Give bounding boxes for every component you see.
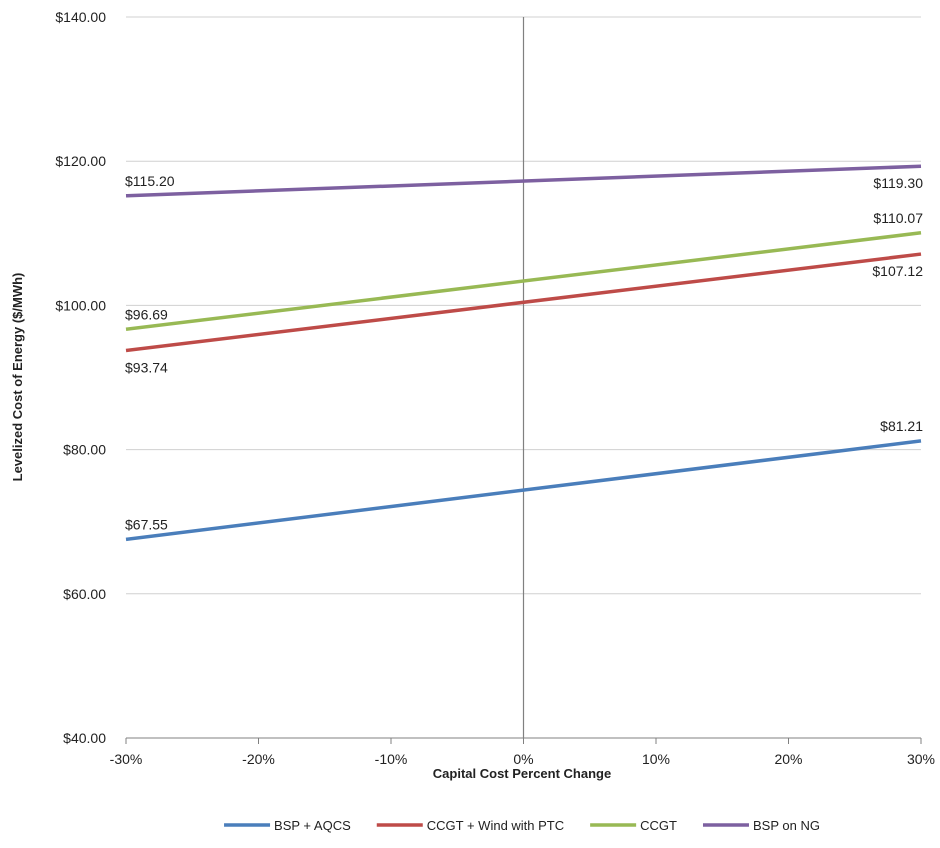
legend-item: CCGT <box>590 818 677 833</box>
legend-label: CCGT <box>640 818 677 833</box>
y-tick-label: $80.00 <box>63 442 106 458</box>
x-tick-label: 0% <box>513 751 533 767</box>
x-axis-ticks: -30% -20% -10% 0% 10% 20% 30% <box>110 738 935 767</box>
x-tick-label: -30% <box>110 751 143 767</box>
data-label: $96.69 <box>125 306 168 322</box>
y-tick-label: $100.00 <box>55 297 106 313</box>
x-tick-label: 20% <box>774 751 802 767</box>
x-axis-title: Capital Cost Percent Change <box>433 766 611 781</box>
data-label: $110.07 <box>873 210 923 226</box>
legend: BSP + AQCS CCGT + Wind with PTC CCGT BSP on… <box>224 818 820 833</box>
y-tick-label: $40.00 <box>63 730 106 746</box>
data-label: $115.20 <box>125 173 175 189</box>
legend-item: BSP + AQCS <box>224 818 351 833</box>
y-tick-label: $120.00 <box>55 153 106 169</box>
legend-label: BSP + AQCS <box>274 818 351 833</box>
series-line-2 <box>125 231 922 332</box>
y-axis-ticks: $40.00 $60.00 $80.00 $100.00 $120.00 $140.00 <box>55 9 106 746</box>
legend-item: CCGT + Wind with PTC <box>376 818 564 833</box>
series-line-1 <box>125 252 922 353</box>
x-tick-label: -10% <box>375 751 408 767</box>
data-label: $107.12 <box>872 263 923 279</box>
data-label: $119.30 <box>873 175 923 191</box>
y-tick-label: $140.00 <box>55 9 106 25</box>
data-label: $81.21 <box>880 418 923 434</box>
data-labels: $67.55 $81.21 $93.74 $107.12 $96.69 $110.07 $1… <box>125 173 923 533</box>
series-line-0 <box>125 439 922 542</box>
legend-item: BSP on NG <box>702 818 820 833</box>
y-tick-label: $60.00 <box>63 586 106 602</box>
x-tick-label: -20% <box>242 751 275 767</box>
y-axis-title: Levelized Cost of Energy ($/MWh) <box>10 273 25 482</box>
legend-label: CCGT + Wind with PTC <box>427 818 564 833</box>
x-tick-label: 10% <box>642 751 670 767</box>
series-line-3 <box>125 164 922 198</box>
series-lines <box>125 164 922 542</box>
data-label: $67.55 <box>125 516 168 532</box>
data-label: $93.74 <box>125 360 168 376</box>
legend-label: BSP on NG <box>753 818 820 833</box>
x-tick-label: 30% <box>907 751 935 767</box>
